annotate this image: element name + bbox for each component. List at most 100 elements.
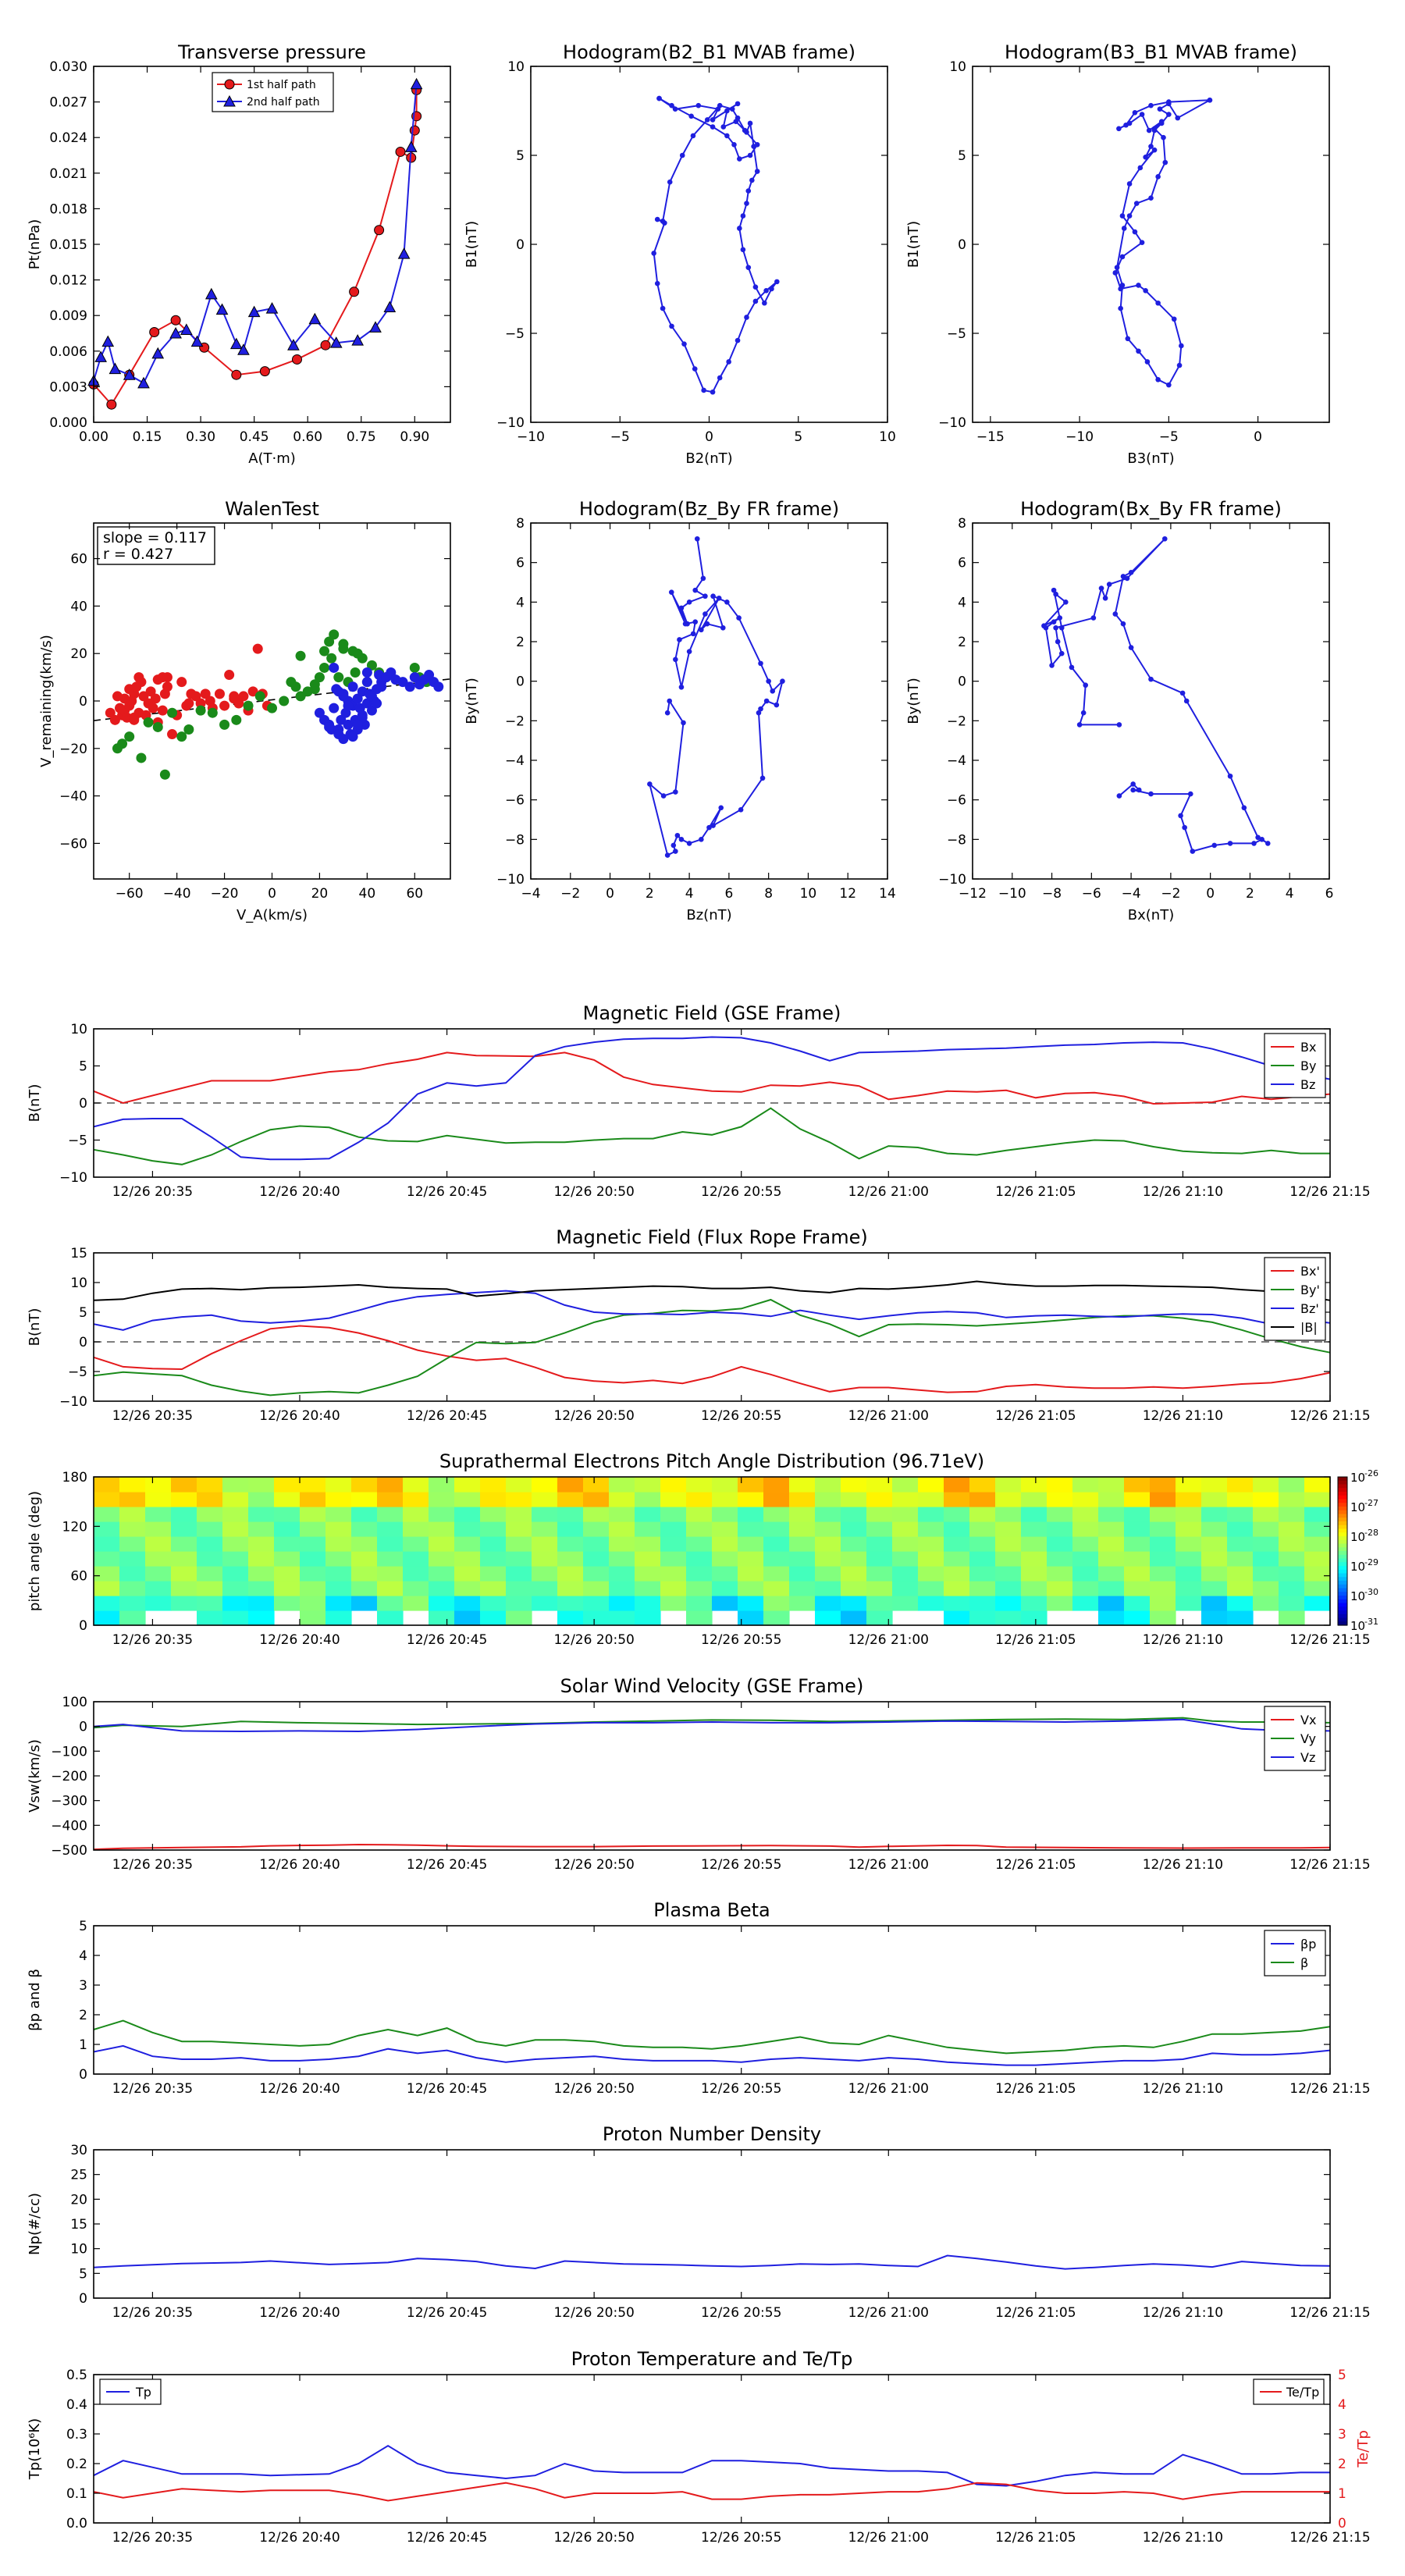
chart-title: Proton Number Density bbox=[603, 2123, 821, 2145]
heatmap-cell bbox=[351, 1477, 378, 1493]
data-point bbox=[706, 824, 712, 831]
data-point bbox=[1187, 791, 1193, 797]
heatmap-cell bbox=[1124, 1566, 1151, 1582]
chart-title: Plasma Beta bbox=[653, 1899, 770, 1921]
scatter-point-green bbox=[207, 707, 218, 718]
x-tick-label: −60 bbox=[116, 886, 144, 902]
y-tick-label: 0 bbox=[79, 2067, 87, 2083]
y-tick-label: −200 bbox=[51, 1769, 87, 1784]
heatmap-cell bbox=[763, 1566, 790, 1582]
chart-title: Hodogram(B2_B1 MVAB frame) bbox=[563, 41, 855, 63]
x-tick-label: 12/26 21:10 bbox=[1143, 1184, 1223, 1200]
heatmap-cell bbox=[351, 1521, 378, 1537]
heatmap-cell bbox=[403, 1566, 429, 1582]
heatmap-cell bbox=[609, 1536, 635, 1552]
data-point bbox=[291, 354, 302, 365]
data-point bbox=[752, 298, 759, 304]
heatmap-cell bbox=[686, 1581, 713, 1596]
heatmap-cell bbox=[145, 1477, 172, 1493]
data-point bbox=[1116, 793, 1122, 799]
heatmap-cell bbox=[197, 1610, 223, 1626]
y-tick-label: 0 bbox=[79, 1720, 87, 1735]
heatmap-cell bbox=[995, 1492, 1022, 1507]
series-line-By bbox=[93, 1107, 1330, 1165]
heatmap-cell bbox=[995, 1596, 1022, 1611]
legend-label: Bx bbox=[1300, 1040, 1316, 1055]
heatmap-cell bbox=[480, 1566, 507, 1582]
heatmap-cell bbox=[429, 1551, 455, 1567]
y-tick-label-right: 2 bbox=[1338, 2457, 1346, 2472]
heatmap-cell bbox=[969, 1507, 996, 1522]
colorbar-segment bbox=[1338, 1536, 1347, 1541]
data-point bbox=[718, 805, 724, 811]
data-point bbox=[94, 350, 107, 362]
heatmap-cell bbox=[197, 1521, 223, 1537]
x-tick-label: 12/26 21:15 bbox=[1289, 1632, 1370, 1648]
x-tick-label: 12/26 20:45 bbox=[407, 2530, 487, 2546]
x-tick-label: 12/26 21:05 bbox=[995, 1857, 1076, 1873]
heatmap-cell bbox=[1253, 1521, 1279, 1537]
x-tick-label: 40 bbox=[359, 886, 376, 902]
scatter-point-green bbox=[231, 714, 242, 725]
heatmap-cell bbox=[274, 1521, 301, 1537]
heatmap-cell bbox=[1098, 1492, 1125, 1507]
heatmap-cell bbox=[1021, 1477, 1048, 1493]
data-point bbox=[745, 188, 752, 194]
scatter-point-green bbox=[167, 707, 178, 718]
data-point bbox=[763, 287, 769, 294]
series-line-Np bbox=[93, 2254, 1331, 2270]
legend-label: By' bbox=[1300, 1283, 1320, 1297]
series-line-Bx' bbox=[93, 1325, 1331, 1393]
y-tick-label: −2 bbox=[505, 713, 525, 729]
series-line-blue bbox=[1114, 99, 1211, 386]
heatmap-cell bbox=[660, 1507, 687, 1522]
heatmap-cell bbox=[1253, 1536, 1279, 1552]
heatmap-cell bbox=[841, 1551, 867, 1567]
heatmap-cell bbox=[274, 1551, 301, 1567]
data-point bbox=[731, 142, 737, 148]
colorbar-segment bbox=[1338, 1503, 1347, 1507]
scatter-point-green bbox=[143, 717, 154, 728]
scatter-point-red bbox=[162, 681, 173, 692]
colorbar-label: 10 bbox=[1350, 1500, 1365, 1514]
heatmap-cell bbox=[480, 1551, 507, 1567]
colorbar-label: 10 bbox=[1350, 1619, 1365, 1633]
heatmap-cell bbox=[274, 1507, 301, 1522]
x-tick-label: 12/26 20:50 bbox=[553, 2305, 634, 2321]
heatmap-cell bbox=[1176, 1551, 1202, 1567]
y-tick-label: 0.000 bbox=[49, 415, 87, 431]
heatmap-cell bbox=[944, 1521, 970, 1537]
x-tick-label: 12/26 20:45 bbox=[407, 1632, 487, 1648]
colorbar-segment bbox=[1338, 1484, 1347, 1489]
data-point bbox=[1125, 336, 1131, 342]
heatmap-cell bbox=[712, 1536, 738, 1552]
heatmap-cell bbox=[1047, 1507, 1073, 1522]
heatmap-cell bbox=[763, 1581, 790, 1596]
data-point bbox=[735, 337, 741, 343]
heatmap-cell bbox=[789, 1581, 816, 1596]
series-line-|B| bbox=[93, 1280, 1331, 1301]
x-tick-label: 12/26 20:35 bbox=[112, 2305, 193, 2321]
scatter-point-green bbox=[324, 636, 335, 647]
y-tick-label: −4 bbox=[505, 753, 525, 769]
heatmap-cell bbox=[1253, 1566, 1279, 1582]
data-point bbox=[692, 587, 699, 593]
heatmap-cell bbox=[1098, 1536, 1125, 1552]
heatmap-cell bbox=[454, 1551, 481, 1567]
data-point bbox=[1211, 842, 1218, 849]
data-point bbox=[690, 133, 696, 139]
colorbar-segment bbox=[1338, 1539, 1347, 1545]
heatmap-cell bbox=[248, 1477, 275, 1493]
heatmap-cell bbox=[300, 1492, 326, 1507]
scatter-point-green bbox=[290, 681, 301, 692]
heatmap-cell bbox=[1279, 1477, 1305, 1493]
data-point bbox=[1171, 316, 1177, 322]
heatmap-cell bbox=[532, 1581, 558, 1596]
y-tick-label: −20 bbox=[59, 742, 87, 757]
heatmap-cell bbox=[583, 1477, 610, 1493]
heatmap-cell bbox=[1176, 1507, 1202, 1522]
heatmap-cell bbox=[197, 1507, 223, 1522]
plot-frame bbox=[93, 1925, 1331, 2075]
heatmap-cell bbox=[1021, 1492, 1048, 1507]
heatmap-cell bbox=[1124, 1596, 1151, 1611]
